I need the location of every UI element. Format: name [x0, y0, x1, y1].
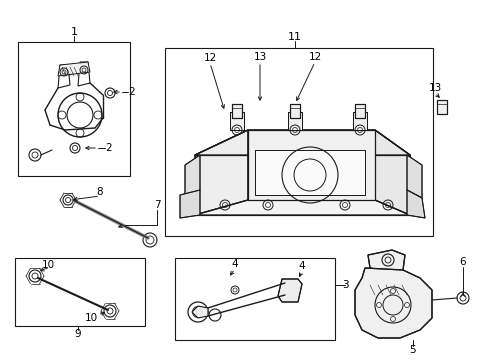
- Text: 2: 2: [105, 143, 111, 153]
- Text: 13: 13: [427, 83, 441, 93]
- Text: 1: 1: [70, 27, 77, 37]
- Bar: [354, 104, 364, 118]
- Text: 10: 10: [85, 313, 98, 323]
- Polygon shape: [192, 306, 207, 318]
- Bar: [164, 48, 432, 236]
- Bar: [352, 112, 366, 130]
- Text: 10: 10: [42, 260, 55, 270]
- Polygon shape: [278, 279, 302, 302]
- Polygon shape: [58, 62, 90, 76]
- Bar: [18, 42, 130, 176]
- Polygon shape: [195, 130, 247, 215]
- Circle shape: [208, 309, 221, 321]
- Bar: [352, 112, 366, 130]
- Polygon shape: [254, 150, 364, 195]
- Text: 7: 7: [153, 200, 160, 210]
- Bar: [436, 100, 446, 114]
- Text: 2: 2: [128, 87, 134, 97]
- Text: 12: 12: [203, 53, 216, 63]
- Bar: [231, 104, 242, 118]
- Text: 4: 4: [298, 261, 305, 271]
- Bar: [229, 112, 244, 130]
- Text: 11: 11: [287, 32, 302, 42]
- Polygon shape: [195, 200, 409, 215]
- Polygon shape: [406, 155, 421, 198]
- Bar: [436, 100, 446, 114]
- Bar: [231, 104, 242, 118]
- Polygon shape: [247, 130, 374, 200]
- Text: 8: 8: [97, 187, 103, 197]
- Text: 12: 12: [308, 52, 321, 62]
- Text: 6: 6: [459, 257, 466, 267]
- Polygon shape: [184, 155, 200, 198]
- Text: 13: 13: [253, 52, 266, 62]
- Text: 5: 5: [409, 345, 415, 355]
- Bar: [289, 104, 299, 118]
- Bar: [287, 112, 302, 130]
- Text: 3: 3: [341, 280, 347, 290]
- Polygon shape: [406, 190, 424, 218]
- Polygon shape: [374, 130, 409, 215]
- Text: 9: 9: [75, 329, 81, 339]
- Bar: [15, 258, 145, 326]
- Polygon shape: [180, 190, 200, 218]
- Bar: [289, 104, 299, 118]
- Polygon shape: [195, 130, 409, 155]
- Bar: [175, 258, 334, 340]
- Polygon shape: [354, 268, 431, 338]
- Text: 4: 4: [231, 259, 238, 269]
- Polygon shape: [367, 250, 404, 272]
- Bar: [354, 104, 364, 118]
- Bar: [229, 112, 244, 130]
- Bar: [287, 112, 302, 130]
